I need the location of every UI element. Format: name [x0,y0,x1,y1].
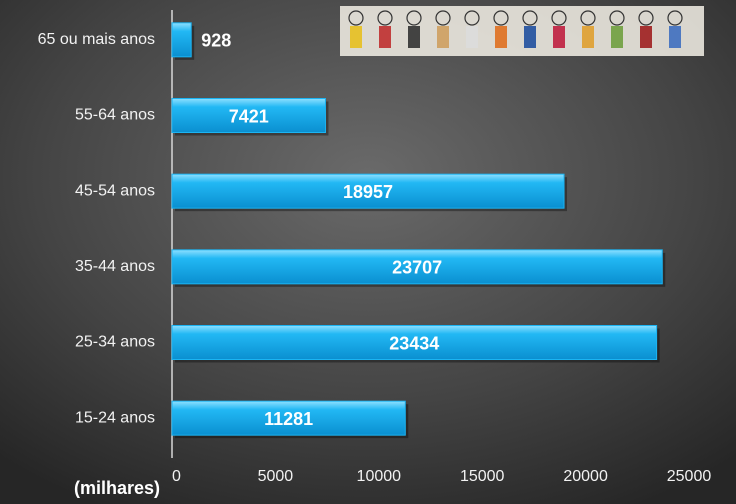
value-label: 11281 [264,409,313,429]
bar [172,23,191,57]
value-label: 7421 [229,106,269,126]
x-tick-label: 5000 [258,468,294,485]
category-label: 65 ou mais anos [38,31,155,48]
value-label: 23434 [389,333,439,353]
category-label: 45-54 anos [75,182,155,199]
category-label: 15-24 anos [75,409,155,426]
value-label: 23707 [392,258,442,278]
value-label: 18957 [343,182,393,202]
x-tick-label: 15000 [460,468,505,485]
x-tick-label: 25000 [667,468,712,485]
category-label: 55-64 anos [75,107,155,124]
x-tick-label: 0 [172,468,181,485]
category-label: 25-34 anos [75,334,155,351]
x-tick-label: 10000 [357,468,402,485]
category-label: 35-44 anos [75,258,155,275]
chart: (milhares) 0 5000 10000 15000 20000 25000 65 o… [0,0,736,504]
x-axis-label: (milhares) [74,478,160,498]
decoration-kids [340,6,704,56]
value-label: 928 [201,31,231,51]
x-tick-label: 20000 [563,468,608,485]
